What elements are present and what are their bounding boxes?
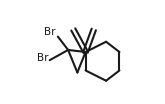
Text: Br: Br [37,53,49,63]
Text: Br: Br [44,27,56,37]
